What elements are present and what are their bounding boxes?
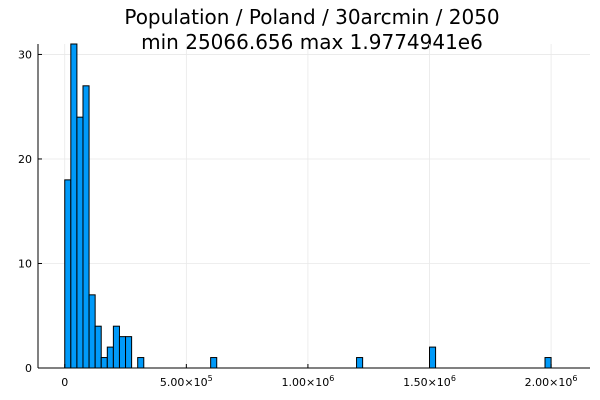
y-tick-label: 20 <box>18 153 32 166</box>
chart-title: Population / Poland / 30arcmin / 2050 <box>124 5 499 29</box>
histogram-bar <box>94 325 102 369</box>
histogram-bar <box>125 336 133 369</box>
y-axis-ticks: 0 10 20 30 <box>18 48 42 375</box>
histogram-bar <box>118 336 127 369</box>
y-tick-label: 30 <box>18 48 32 61</box>
x-axis-ticks: 0 5.00×105 1.00×106 1.50×106 2.00×106 <box>61 364 577 389</box>
x-tick-label: 1.00×106 <box>282 374 335 389</box>
histogram-bar <box>100 357 108 369</box>
x-tick-label: 1.50×106 <box>403 374 456 389</box>
histogram-bar <box>210 357 218 369</box>
axes <box>37 44 590 369</box>
x-tick-label: 0 <box>61 376 68 389</box>
x-tick-label: 5.00×105 <box>160 374 213 389</box>
histogram-bar <box>76 116 84 369</box>
y-tick-label: 10 <box>18 257 32 270</box>
chart-subtitle: min 25066.656 max 1.9774941e6 <box>141 30 483 54</box>
histogram-bar <box>64 179 72 369</box>
histogram-bar <box>88 294 96 369</box>
grid-lines <box>38 44 590 369</box>
histogram-bar <box>106 346 114 369</box>
histogram-bar <box>137 357 145 369</box>
x-tick-label: 2.00×106 <box>525 374 578 389</box>
histogram-bar <box>544 357 552 369</box>
y-tick-label: 0 <box>25 362 32 375</box>
histogram-bar <box>356 357 364 369</box>
histogram-bar <box>429 346 437 369</box>
histogram-bar <box>82 85 90 369</box>
histogram-bar <box>112 325 120 369</box>
histogram-bar <box>70 43 78 369</box>
